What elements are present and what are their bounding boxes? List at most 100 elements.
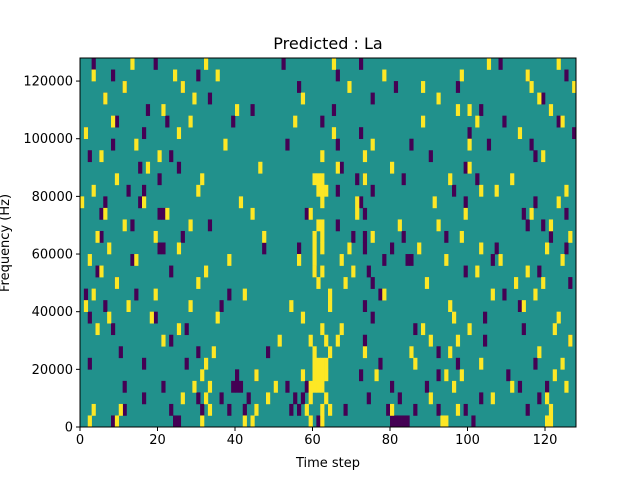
heatmap-cell-low	[331, 104, 337, 116]
heatmap-cell-high	[320, 415, 325, 428]
heatmap-cell-high	[207, 403, 213, 416]
heatmap-cell-high	[452, 380, 457, 393]
heatmap-cell-high	[200, 415, 205, 428]
heatmap-cell-low	[359, 369, 364, 382]
y-tick-label: 20000	[32, 363, 73, 378]
heatmap-cell-high	[87, 415, 92, 428]
heatmap-cell-high	[560, 115, 565, 128]
heatmap-cell-low	[87, 311, 92, 324]
heatmap-cell-low	[382, 254, 387, 266]
heatmap-cell-low	[564, 207, 569, 220]
heatmap-cell-high	[83, 300, 89, 312]
heatmap-cell-low	[153, 311, 158, 324]
heatmap-cell-high	[467, 323, 472, 336]
heatmap-cell-low	[362, 230, 368, 243]
heatmap-cell-high	[91, 403, 96, 416]
heatmap-cell-low	[153, 58, 158, 70]
heatmap-cell-low	[517, 300, 523, 312]
chart-title: Predicted : La	[273, 34, 382, 53]
heatmap-cell-high	[250, 207, 255, 220]
heatmap-cell-low	[335, 138, 340, 151]
heatmap-cell-high	[556, 196, 561, 209]
heatmap-cell-low	[304, 380, 309, 393]
heatmap-cell-low	[533, 150, 538, 163]
heatmap-cell-high	[362, 150, 368, 163]
y-tick-label: 80000	[32, 190, 73, 205]
heatmap-cell-high	[331, 58, 337, 70]
heatmap-cell-low	[297, 242, 302, 255]
heatmap-cell-low	[366, 265, 371, 278]
heatmap-cell-high	[99, 265, 104, 278]
heatmap-cell-high	[424, 277, 430, 289]
heatmap-cell-high	[107, 311, 112, 324]
heatmap-cell-high	[204, 265, 209, 278]
heatmap-cell-high	[545, 392, 550, 405]
heatmap-cell-high	[111, 115, 116, 128]
heatmap-cell-high	[297, 254, 302, 266]
heatmap-cell-high	[320, 265, 325, 278]
heatmap-cell-low	[219, 392, 224, 405]
heatmap-cell-low	[556, 115, 561, 128]
heatmap-cell-high	[568, 230, 573, 243]
heatmap-cell-high	[258, 161, 263, 174]
heatmap-cell-low	[219, 300, 224, 312]
heatmap-cell-low	[285, 138, 290, 151]
heatmap-cell-high	[122, 81, 127, 93]
heatmap-cell-low	[316, 415, 321, 428]
heatmap-cell-high	[227, 254, 232, 266]
heatmap-cell-high	[397, 219, 402, 232]
heatmap-cell-high	[413, 357, 418, 370]
heatmap-cell-high	[200, 369, 205, 382]
heatmap-cell-low	[142, 184, 147, 197]
heatmap-cell-high	[548, 104, 554, 116]
heatmap-cell-high	[390, 403, 395, 416]
heatmap-cell-high	[490, 392, 495, 405]
heatmap-cell-high	[300, 92, 306, 105]
heatmap-cell-low	[114, 115, 120, 128]
heatmap-cell-low	[401, 173, 406, 186]
heatmap-cell-high	[428, 392, 433, 405]
heatmap-cell-high	[316, 219, 321, 232]
heatmap-cell-high	[200, 173, 205, 186]
heatmap-cell-high	[142, 196, 147, 209]
heatmap-cell-high	[107, 242, 112, 255]
heatmap-cell-high	[362, 346, 368, 359]
plot-area	[79, 57, 577, 428]
heatmap-cell-low	[118, 346, 123, 359]
heatmap-cell-high	[114, 277, 120, 289]
heatmap-cell-high	[339, 323, 344, 336]
heatmap-cell-high	[467, 138, 472, 151]
heatmap-cell-high	[467, 161, 472, 174]
heatmap-cell-low	[304, 207, 309, 220]
heatmap-cell-low	[405, 254, 410, 266]
heatmap-cell-low	[370, 311, 375, 324]
heatmap-cell-high	[254, 369, 259, 382]
heatmap-cell-low	[289, 403, 294, 416]
heatmap-cell-low	[176, 415, 182, 428]
heatmap-cell-low	[463, 161, 468, 174]
heatmap-cell-low	[483, 334, 488, 347]
heatmap-cell-high	[215, 69, 220, 82]
heatmap-cell-high	[161, 104, 166, 116]
heatmap-cell-high	[335, 334, 340, 347]
plot-frame	[79, 57, 577, 428]
heatmap-cell-high	[134, 138, 139, 151]
heatmap-cell-high	[312, 173, 317, 186]
heatmap-cell-low	[541, 219, 546, 232]
heatmap-cell-high	[242, 415, 247, 428]
heatmap-cell-low	[161, 207, 166, 220]
heatmap-cell-high	[176, 323, 182, 336]
heatmap-cell-low	[169, 334, 174, 347]
heatmap-cell-high	[316, 184, 321, 197]
x-tick-label: 120	[533, 433, 558, 448]
heatmap-cell-low	[521, 207, 526, 220]
heatmap-cell-low	[390, 415, 395, 428]
heatmap-cell-high	[312, 369, 317, 382]
heatmap-cell-high	[114, 173, 120, 186]
heatmap-cell-low	[142, 392, 147, 405]
heatmap-cell-high	[343, 277, 348, 289]
heatmap-cell-low	[541, 92, 546, 105]
heatmap-cell-high	[525, 265, 530, 278]
heatmap-cell-high	[560, 254, 565, 266]
